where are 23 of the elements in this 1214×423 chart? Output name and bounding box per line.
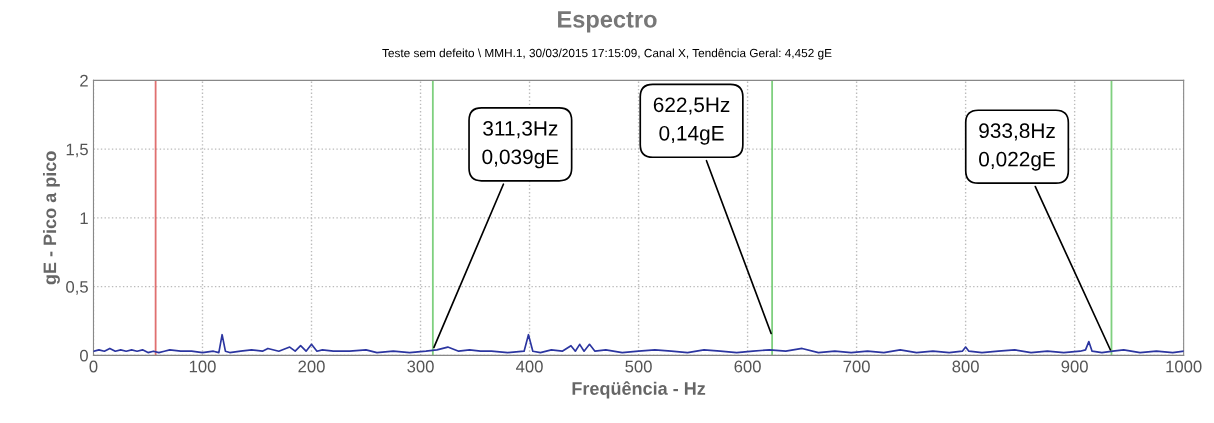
- y-tick-label: 1,5: [66, 143, 88, 158]
- x-tick-label: 100: [189, 360, 216, 373]
- x-tick-label: 600: [734, 360, 761, 373]
- y-tick-label: 0,5: [66, 280, 88, 295]
- chart-subtitle: Teste sem defeito \ MMH.1, 30/03/2015 17:15:09, Canal X, Tendência Geral: 4,452 gE: [382, 48, 832, 60]
- x-axis-title: Freqüência - Hz: [572, 381, 706, 399]
- x-tick-label: 200: [298, 360, 325, 373]
- annotation: 622,5Hz 0,14gE: [653, 97, 730, 145]
- x-tick-label: 1000: [1166, 360, 1202, 373]
- annotation: 933,8Hz 0,022gE: [979, 123, 1055, 171]
- x-tick-label: 0: [89, 360, 98, 373]
- y-tick-label: 2: [80, 74, 88, 87]
- chart-title: Espectro: [558, 11, 657, 33]
- x-tick-label: 300: [407, 360, 434, 373]
- x-tick-label: 500: [625, 360, 652, 373]
- y-tick-label: 1: [80, 212, 88, 224]
- y-tick-label: 0: [80, 349, 88, 362]
- x-tick-label: 700: [843, 360, 870, 373]
- x-tick-label: 900: [1061, 360, 1088, 373]
- annotation: 311,3Hz 0,039gE: [482, 121, 559, 169]
- y-axis-title: gE - Pico a pico: [42, 151, 60, 285]
- x-tick-label: 800: [952, 360, 979, 373]
- x-tick-label: 400: [516, 360, 543, 373]
